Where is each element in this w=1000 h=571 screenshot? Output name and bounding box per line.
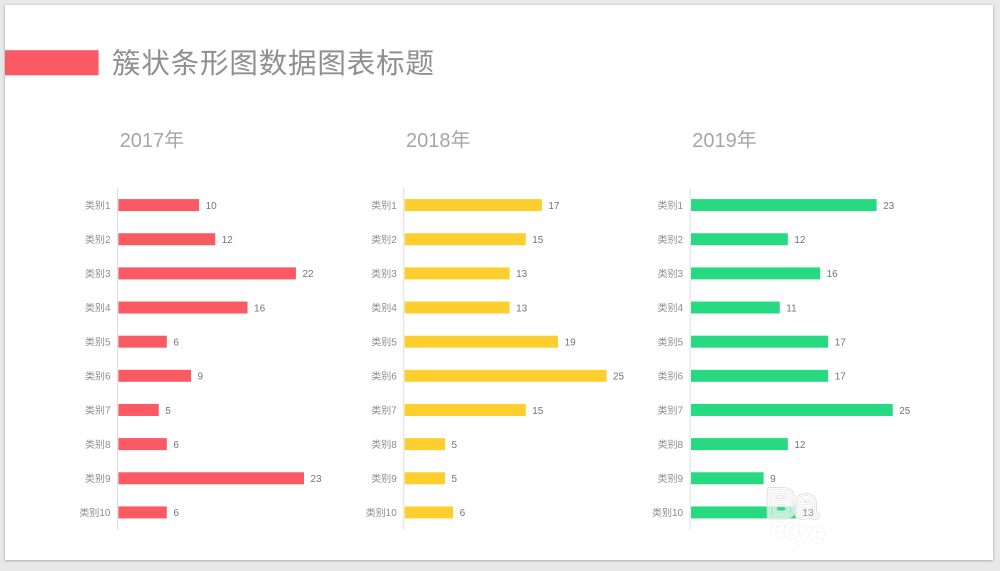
- svg-text:12: 12: [222, 235, 234, 246]
- svg-text:3: 3: [391, 269, 397, 280]
- svg-text:1: 1: [678, 201, 684, 212]
- svg-text:16: 16: [254, 303, 266, 314]
- svg-text:6: 6: [173, 440, 179, 451]
- svg-text:5: 5: [165, 406, 171, 417]
- svg-text:10: 10: [206, 201, 218, 212]
- svg-text:5: 5: [105, 337, 111, 348]
- svg-text:9: 9: [678, 474, 684, 485]
- svg-text:8: 8: [105, 440, 111, 451]
- svg-text:2019: 2019: [692, 130, 737, 152]
- svg-text:10: 10: [386, 508, 398, 519]
- svg-text:15: 15: [532, 406, 544, 417]
- svg-text:16: 16: [827, 269, 839, 280]
- svg-text:9: 9: [391, 474, 397, 485]
- svg-text:25: 25: [899, 406, 911, 417]
- svg-text:23: 23: [311, 474, 323, 485]
- svg-text:2: 2: [391, 235, 397, 246]
- svg-text:6: 6: [173, 508, 179, 519]
- svg-text:6: 6: [460, 508, 466, 519]
- svg-text:9: 9: [198, 372, 204, 383]
- svg-text:13: 13: [516, 269, 528, 280]
- svg-text:9: 9: [105, 474, 111, 485]
- svg-text:7: 7: [105, 406, 111, 417]
- svg-text:1: 1: [105, 201, 111, 212]
- svg-text:4: 4: [391, 303, 397, 314]
- svg-text:15: 15: [532, 235, 544, 246]
- svg-text:17: 17: [835, 337, 847, 348]
- svg-text:5: 5: [452, 440, 458, 451]
- svg-text:Ba: Ba: [767, 482, 818, 526]
- svg-text:4: 4: [105, 303, 111, 314]
- svg-text:8: 8: [391, 440, 397, 451]
- svg-text:4: 4: [678, 303, 684, 314]
- svg-text:5: 5: [678, 337, 684, 348]
- svg-text:3: 3: [678, 269, 684, 280]
- svg-text:19: 19: [565, 337, 577, 348]
- svg-text:17: 17: [835, 372, 847, 383]
- svg-text:22: 22: [302, 269, 314, 280]
- svg-text:10: 10: [672, 508, 684, 519]
- svg-text:13: 13: [516, 303, 528, 314]
- svg-text:3: 3: [105, 269, 111, 280]
- svg-text:2: 2: [105, 235, 111, 246]
- svg-text:23: 23: [883, 201, 895, 212]
- svg-text:12: 12: [794, 235, 806, 246]
- svg-text:12: 12: [794, 440, 806, 451]
- svg-text:13: 13: [802, 508, 814, 519]
- svg-text:6: 6: [173, 337, 179, 348]
- svg-text:11: 11: [786, 303, 797, 314]
- svg-text:7: 7: [391, 406, 397, 417]
- svg-text:10: 10: [99, 508, 111, 519]
- svg-text:Ba: Ba: [767, 482, 818, 526]
- svg-text:6: 6: [105, 372, 111, 383]
- svg-text:2018: 2018: [406, 130, 451, 152]
- svg-text:9: 9: [770, 474, 776, 485]
- svg-text:6: 6: [678, 372, 684, 383]
- svg-text:1: 1: [391, 201, 397, 212]
- svg-text:Ba: Ba: [767, 482, 818, 526]
- svg-text:5: 5: [391, 337, 397, 348]
- svg-text:5: 5: [452, 474, 458, 485]
- svg-text:2017: 2017: [120, 130, 165, 152]
- svg-text:8: 8: [678, 440, 684, 451]
- svg-text:2: 2: [678, 235, 684, 246]
- svg-text:17: 17: [548, 201, 560, 212]
- svg-text:6: 6: [391, 372, 397, 383]
- svg-text:25: 25: [613, 372, 625, 383]
- svg-text:7: 7: [678, 406, 684, 417]
